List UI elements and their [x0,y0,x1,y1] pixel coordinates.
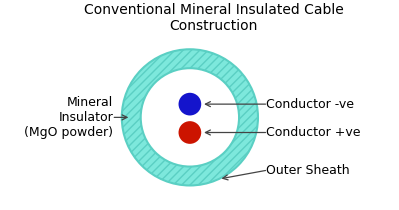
Circle shape [178,121,201,144]
Title: Conventional Mineral Insulated Cable
Construction: Conventional Mineral Insulated Cable Con… [84,3,344,33]
Text: Conductor -ve: Conductor -ve [267,98,354,111]
Text: Outer Sheath: Outer Sheath [267,164,350,177]
Circle shape [122,49,258,185]
Circle shape [141,68,239,167]
Text: Mineral
Insulator
(MgO powder): Mineral Insulator (MgO powder) [24,96,113,139]
Text: Conductor +ve: Conductor +ve [267,126,361,139]
Circle shape [178,93,201,116]
